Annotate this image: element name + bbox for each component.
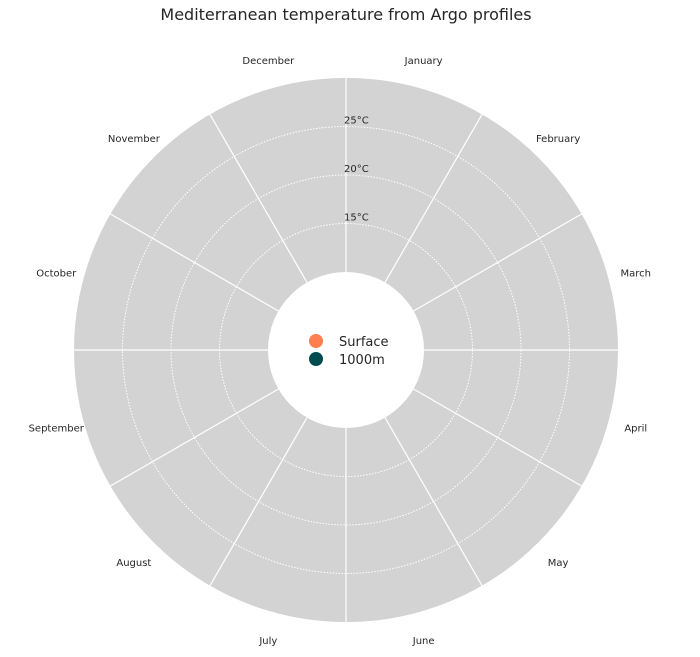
angular-gridline (110, 213, 279, 312)
radial-tick-label: 15°C (344, 213, 369, 224)
month-label: April (624, 424, 647, 435)
chart-title: Mediterranean temperature from Argo prof… (160, 5, 532, 24)
angular-gridline (384, 417, 483, 586)
angular-gridline (384, 114, 483, 283)
angular-gridline (209, 417, 308, 586)
month-label: August (116, 558, 151, 569)
legend-label: 1000m (339, 353, 385, 368)
plot-background (73, 77, 618, 623)
legend-marker (309, 352, 323, 366)
radial-tick-label: 25°C (344, 116, 369, 127)
month-label: November (108, 134, 161, 145)
legend-label: Surface (339, 335, 389, 350)
angular-gridline (209, 114, 308, 283)
month-label: May (548, 558, 569, 569)
month-label: January (404, 56, 443, 67)
month-label: October (36, 268, 77, 279)
angular-gridline (413, 388, 582, 487)
legend: Surface 1000m (309, 334, 389, 368)
angular-gridline (413, 213, 582, 312)
month-label: December (242, 56, 295, 67)
month-label: June (412, 636, 435, 647)
month-label: March (621, 268, 651, 279)
radial-tick-label: 20°C (344, 164, 369, 175)
legend-marker (309, 334, 323, 348)
angular-gridline (110, 388, 279, 487)
month-label: July (258, 636, 277, 647)
month-label: February (536, 134, 580, 145)
month-label: September (29, 424, 85, 435)
